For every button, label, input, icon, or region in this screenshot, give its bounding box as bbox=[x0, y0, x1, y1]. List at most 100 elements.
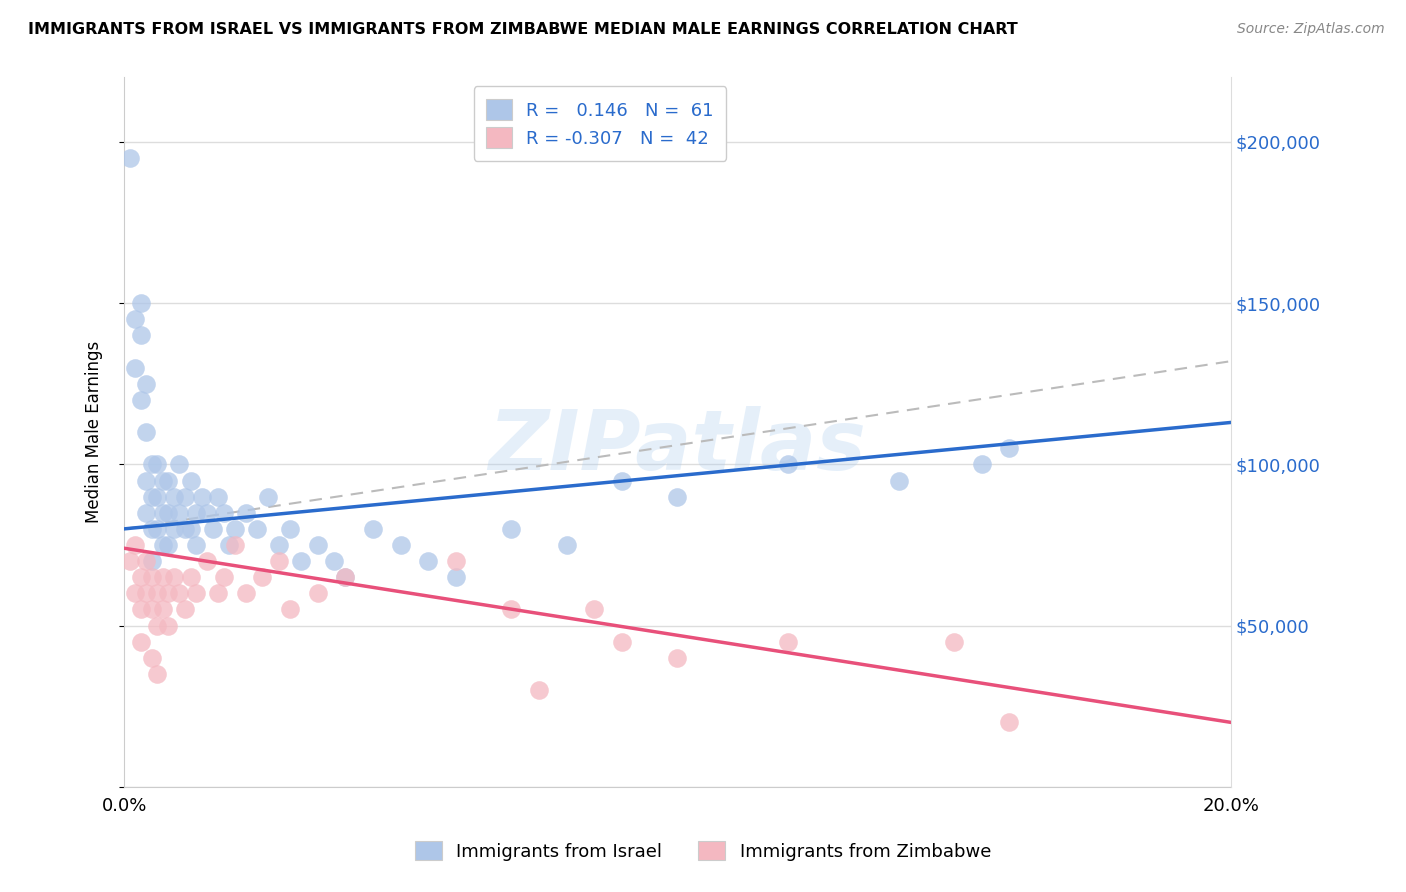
Point bbox=[583, 602, 606, 616]
Point bbox=[141, 522, 163, 536]
Point bbox=[195, 506, 218, 520]
Point bbox=[135, 376, 157, 391]
Point bbox=[195, 554, 218, 568]
Point bbox=[207, 490, 229, 504]
Point bbox=[267, 538, 290, 552]
Point bbox=[180, 570, 202, 584]
Point bbox=[152, 602, 174, 616]
Text: IMMIGRANTS FROM ISRAEL VS IMMIGRANTS FROM ZIMBABWE MEDIAN MALE EARNINGS CORRELAT: IMMIGRANTS FROM ISRAEL VS IMMIGRANTS FRO… bbox=[28, 22, 1018, 37]
Point bbox=[190, 490, 212, 504]
Point bbox=[389, 538, 412, 552]
Point bbox=[184, 538, 207, 552]
Point bbox=[157, 586, 180, 600]
Point bbox=[146, 458, 169, 472]
Point bbox=[307, 538, 329, 552]
Point bbox=[141, 570, 163, 584]
Point bbox=[174, 522, 197, 536]
Point bbox=[887, 474, 910, 488]
Point bbox=[998, 442, 1021, 456]
Point bbox=[157, 506, 180, 520]
Point bbox=[290, 554, 312, 568]
Point bbox=[135, 506, 157, 520]
Point bbox=[444, 554, 467, 568]
Point bbox=[163, 522, 186, 536]
Point bbox=[207, 586, 229, 600]
Text: Source: ZipAtlas.com: Source: ZipAtlas.com bbox=[1237, 22, 1385, 37]
Point bbox=[278, 602, 301, 616]
Point bbox=[169, 586, 191, 600]
Point bbox=[141, 458, 163, 472]
Point bbox=[201, 522, 224, 536]
Point bbox=[943, 634, 966, 648]
Point bbox=[335, 570, 357, 584]
Point bbox=[970, 458, 993, 472]
Point bbox=[555, 538, 578, 552]
Point bbox=[118, 151, 141, 165]
Point bbox=[252, 570, 274, 584]
Point bbox=[184, 586, 207, 600]
Point bbox=[246, 522, 269, 536]
Point bbox=[169, 458, 191, 472]
Point bbox=[224, 538, 246, 552]
Point bbox=[135, 425, 157, 439]
Point bbox=[152, 538, 174, 552]
Point bbox=[527, 683, 550, 698]
Point bbox=[163, 570, 186, 584]
Point bbox=[180, 522, 202, 536]
Point bbox=[998, 715, 1021, 730]
Point bbox=[124, 360, 146, 375]
Point bbox=[666, 651, 689, 665]
Point bbox=[501, 602, 523, 616]
Point bbox=[129, 392, 152, 407]
Point bbox=[361, 522, 384, 536]
Point bbox=[501, 522, 523, 536]
Point bbox=[184, 506, 207, 520]
Point bbox=[174, 602, 197, 616]
Point bbox=[666, 490, 689, 504]
Point bbox=[146, 586, 169, 600]
Point bbox=[778, 458, 800, 472]
Point bbox=[135, 474, 157, 488]
Point bbox=[180, 474, 202, 488]
Point bbox=[129, 634, 152, 648]
Point bbox=[152, 506, 174, 520]
Point bbox=[157, 618, 180, 632]
Point bbox=[267, 554, 290, 568]
Point bbox=[157, 474, 180, 488]
Point bbox=[141, 554, 163, 568]
Point bbox=[163, 490, 186, 504]
Point bbox=[418, 554, 440, 568]
Point bbox=[610, 634, 633, 648]
Y-axis label: Median Male Earnings: Median Male Earnings bbox=[86, 341, 103, 524]
Point bbox=[323, 554, 346, 568]
Point bbox=[218, 538, 240, 552]
Point bbox=[235, 586, 257, 600]
Point bbox=[146, 667, 169, 681]
Point bbox=[141, 490, 163, 504]
Point bbox=[257, 490, 280, 504]
Point bbox=[146, 618, 169, 632]
Point bbox=[129, 328, 152, 343]
Point bbox=[278, 522, 301, 536]
Point bbox=[135, 586, 157, 600]
Point bbox=[129, 296, 152, 310]
Point bbox=[212, 506, 235, 520]
Point bbox=[118, 554, 141, 568]
Point bbox=[444, 570, 467, 584]
Point bbox=[235, 506, 257, 520]
Point bbox=[124, 586, 146, 600]
Legend: Immigrants from Israel, Immigrants from Zimbabwe: Immigrants from Israel, Immigrants from … bbox=[406, 831, 1000, 870]
Point bbox=[146, 522, 169, 536]
Point bbox=[157, 538, 180, 552]
Point bbox=[129, 570, 152, 584]
Point bbox=[307, 586, 329, 600]
Point bbox=[610, 474, 633, 488]
Point bbox=[152, 474, 174, 488]
Point bbox=[129, 602, 152, 616]
Point bbox=[152, 570, 174, 584]
Point bbox=[141, 602, 163, 616]
Point bbox=[135, 554, 157, 568]
Point bbox=[169, 506, 191, 520]
Point bbox=[174, 490, 197, 504]
Point bbox=[124, 538, 146, 552]
